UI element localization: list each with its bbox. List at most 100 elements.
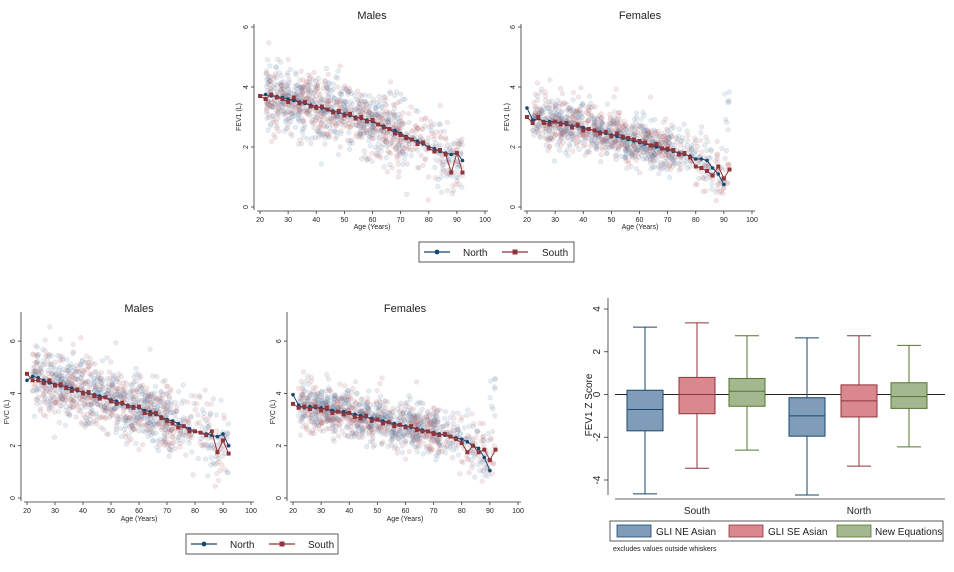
scatter-point (352, 92, 358, 98)
x-tick-label: 90 (486, 508, 494, 515)
scatter-point (426, 124, 432, 130)
scatter-point (681, 121, 687, 127)
scatter-point (389, 430, 395, 436)
scatter-point (393, 121, 400, 128)
scatter-point (469, 411, 475, 417)
scatter-point (365, 105, 371, 111)
scatter-point (323, 388, 329, 394)
scatter-point (361, 148, 368, 154)
scatter-point (342, 99, 349, 105)
scatter-point (416, 164, 422, 171)
scatter-point (67, 412, 73, 418)
south-data-point (258, 94, 262, 98)
scatter-point (327, 118, 333, 125)
scatter-point (724, 119, 730, 126)
scatter-point (488, 437, 494, 443)
group-label: North (847, 506, 871, 517)
scatter-point (275, 56, 281, 63)
south-data-point (114, 401, 119, 406)
scatter-point (204, 401, 210, 407)
scatter-point (413, 128, 420, 134)
north-data-point (263, 92, 268, 97)
scatter-point (704, 139, 711, 145)
scatter-point (270, 104, 276, 110)
scatter-point (365, 110, 371, 116)
south-data-point (336, 109, 341, 113)
scatter-point (285, 117, 291, 123)
scatter-point (407, 419, 413, 425)
south-data-point (415, 142, 420, 146)
south-data-point (564, 121, 569, 125)
scatter-point (684, 128, 690, 134)
y-tick-label: 0 (10, 496, 17, 500)
south-data-point (370, 118, 375, 122)
scatter-point (333, 120, 339, 127)
scatter-point (359, 124, 366, 131)
scatter-point (370, 100, 376, 106)
scatter-point (356, 102, 363, 108)
scatter-point (372, 109, 379, 115)
scatter-point (210, 396, 216, 402)
scatter-point (391, 105, 398, 112)
scatter-point (725, 162, 731, 169)
scatter-point (431, 133, 437, 139)
scatter-point (207, 444, 213, 451)
scatter-point (444, 167, 450, 174)
y-tick-label: 0 (592, 391, 603, 397)
scatter-point (277, 87, 284, 93)
scatter-point (267, 63, 273, 69)
scatter-point (105, 387, 111, 394)
scatter-point (654, 133, 660, 139)
scatter-point (337, 96, 343, 102)
scatter-point (415, 126, 421, 132)
scatter-point (575, 94, 582, 100)
scatter-point (183, 452, 189, 458)
south-data-point (187, 429, 192, 434)
scatter-point (345, 387, 352, 393)
scatter-point (482, 472, 488, 479)
scatter-point (307, 76, 313, 82)
scatter-point (311, 69, 317, 76)
scatter-point (299, 129, 306, 135)
scatter-point (651, 127, 657, 133)
scatter-point (439, 449, 445, 455)
scatter-point (57, 403, 63, 409)
legend-gli-se-label: GLI SE Asian (768, 527, 827, 538)
scatter-point (399, 148, 405, 155)
scatter-point (404, 191, 410, 197)
scatter-point (471, 421, 477, 427)
south-data-point (291, 401, 295, 406)
scatter-point (64, 356, 70, 363)
scatter-point (329, 415, 335, 421)
south-data-point (181, 424, 186, 429)
scatter-point (325, 94, 331, 101)
scatter-point (265, 75, 271, 81)
scatter-point (370, 124, 376, 130)
scatter-point (295, 117, 302, 123)
scatter-point (375, 141, 381, 147)
scatter-point (454, 426, 461, 432)
scatter-point (106, 369, 113, 375)
scatter-point (283, 116, 289, 123)
scatter-point (703, 134, 709, 140)
x-tick-label: 70 (397, 217, 405, 224)
x-tick-label: 20 (23, 508, 31, 515)
scatter-point (543, 128, 549, 135)
scatter-point (377, 134, 383, 140)
scatter-point (435, 176, 441, 183)
scatter-point (467, 434, 473, 440)
scatter-point (404, 161, 410, 167)
south-data-point (330, 411, 335, 416)
scatter-point (358, 124, 364, 131)
scatter-point (273, 64, 279, 70)
x-tick-label: 30 (551, 217, 559, 224)
scatter-point (325, 98, 332, 104)
scatter-point (432, 164, 438, 171)
iqr-box (890, 382, 928, 409)
scatter-point (341, 400, 347, 407)
scatter-point (336, 433, 342, 439)
y-tick-label: 4 (276, 391, 283, 395)
iqr-box (626, 389, 664, 432)
scatter-point (110, 376, 116, 382)
